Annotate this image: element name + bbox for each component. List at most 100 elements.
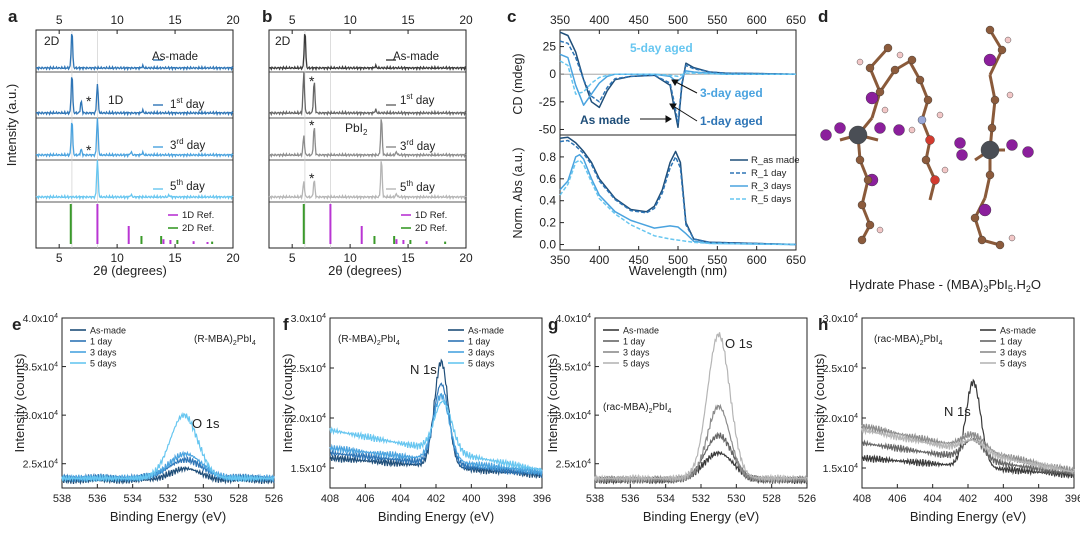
panel_e-xlabel: Binding Energy (eV) [110, 509, 226, 524]
panel-letter-e: e [12, 315, 21, 334]
panel-e-xps: 2.5x104 3.0x104 3.5x104 4.0x104 538 536 534 532… [12, 313, 283, 524]
panel_f-ylabel: Intensity (counts) [280, 354, 295, 453]
panel-letter-b: b [262, 7, 272, 26]
top-tick-label-20: 20 [226, 13, 240, 27]
panel-c-label-5day: 5-day aged [630, 41, 693, 55]
panel_h-legend-label-2: 3 days [1000, 348, 1027, 358]
panel_h-trace-1 [861, 437, 1075, 479]
c-bottom-tick-label-350: 350 [550, 253, 570, 267]
panel_g-ytick-label-0: 2.5x104 [556, 459, 592, 471]
panel_f-legend-label-0: As-made [468, 326, 504, 336]
c-top-tick-label-500: 500 [668, 13, 688, 27]
panel_g-xlabel: Binding Energy (eV) [643, 509, 759, 524]
c-top-tick-label-400: 400 [589, 13, 609, 27]
hydrogen-atom-43 [936, 111, 944, 119]
xrd-trace-3rd-day [35, 117, 234, 159]
panel-b-frame [268, 29, 467, 249]
panel-b-top-ticks: 5 10 15 20 [289, 13, 473, 34]
panel_f-legend-label-1: 1 day [468, 337, 491, 347]
panel-b-xrd: 5 10 15 20 5 10 15 20 2θ (degrees) 2D PbI2 * *… [268, 13, 473, 278]
top-tick-label-20: 20 [459, 13, 473, 27]
panel_e-xtick-label-5: 528 [229, 493, 247, 505]
panel_e-sample-title: (R-MBA)2PbI4 [194, 334, 256, 347]
panel-d-crystal-structure: Hydrate Phase - (MBA)3PbI5.H2O [820, 25, 1041, 294]
panel_g-xtick-label-4: 530 [727, 493, 745, 505]
hydrogen-atom-39 [896, 51, 904, 59]
panel-c-bottom-frame [559, 134, 797, 251]
panel_g-trace-3 [594, 332, 808, 483]
panel_g-xtick-label-6: 526 [798, 493, 816, 505]
c-bottom-ytick-label-1: 0.2 [539, 216, 556, 230]
c-top-tick-label-350: 350 [550, 13, 570, 27]
hydrogen-atom-38 [881, 106, 889, 114]
c-bottom-tick-label-550: 550 [707, 253, 727, 267]
hydrogen-atom-45 [941, 166, 949, 174]
bottom-tick-label-10: 10 [110, 251, 124, 265]
panel-b-2d-tag: 2D [275, 34, 291, 48]
carbon-atom-20 [863, 175, 873, 185]
top-tick-label-10: 10 [110, 13, 124, 27]
panel_g-xtick-label-1: 536 [621, 493, 639, 505]
c-bottom-tick-label-450: 450 [629, 253, 649, 267]
c-bottom-ytick-label-0: 0.0 [539, 238, 556, 252]
c-top-tick-label-650: 650 [786, 13, 806, 27]
panel_g-trace-2 [594, 403, 808, 485]
panel_e-ylabel: Intensity (counts) [12, 354, 27, 453]
iodine-atom-4 [874, 122, 886, 134]
c-top-ytick-label-3: -50 [539, 122, 557, 136]
panel_h-sample-title: (rac-MBA)2PbI4 [874, 334, 942, 347]
panel_f-xtick-label-3: 402 [427, 493, 445, 505]
xrd-trace-1st-day [268, 72, 467, 117]
panel-b-xlabel: 2θ (degrees) [328, 263, 402, 278]
oxygen-atom-36 [930, 175, 940, 185]
panel_e-ytick-label-3: 4.0x104 [23, 313, 59, 325]
panel-c-ylabel-top: CD (mdeg) [511, 53, 525, 114]
panel-c-ylabel-bottom: Norm. Abs (a.u.) [511, 148, 525, 239]
carbon-atom-19 [855, 155, 865, 165]
xrd-trace-as-made [35, 33, 234, 72]
panel_e-xtick-label-2: 534 [123, 493, 141, 505]
panel-a-2d-tag: 2D [44, 34, 60, 48]
panel-a-xlabel: 2θ (degrees) [93, 263, 167, 278]
carbon-atom-35 [921, 155, 931, 165]
panel-a-legend-1d: 1D Ref. [182, 210, 214, 221]
crystal-structure-illustration [820, 25, 1034, 250]
carbon-atom-30 [977, 235, 987, 245]
panel_f-trace-2 [329, 392, 543, 477]
panel_g-legend-label-1: 1 day [623, 337, 646, 347]
iodine-atom-2 [820, 129, 832, 141]
panel-b-star-1: * [309, 73, 315, 89]
bond-16 [990, 99, 997, 129]
c-bottom-tick-label-400: 400 [589, 253, 609, 267]
hydrogen-atom-46 [876, 226, 884, 234]
carbon-atom-27 [985, 25, 995, 35]
abs-trace-0 [559, 136, 797, 246]
legend-3day: R_3 days [751, 181, 791, 192]
panel-c-arrows [640, 79, 698, 123]
panel-a-traces [35, 30, 234, 248]
panel_f-peak-label: N 1s [410, 362, 437, 377]
carbon-atom-26 [997, 45, 1007, 55]
hydrogen-atom-44 [908, 126, 916, 134]
c-bottom-tick-label-500: 500 [668, 253, 688, 267]
carbon-atom-37 [915, 75, 925, 85]
panel-a-label-5th: 5th day [170, 178, 205, 193]
carbon-atom-28 [985, 170, 995, 180]
abs-trace-2 [559, 153, 797, 246]
panel-c-ticks: 350 350 400 400 450 450 500 500 550 550 600 600 650 6… [539, 13, 807, 267]
bottom-tick-label-5: 5 [56, 251, 63, 265]
carbon-atom-29 [970, 213, 980, 223]
panel_g-ytick-label-1: 3.0x104 [556, 410, 592, 422]
panel_e-trace-3 [61, 411, 275, 483]
panel-c-xlabel: Wavelength (nm) [629, 263, 728, 278]
panel-a-star-2: * [86, 142, 92, 158]
bottom-tick-label-5: 5 [289, 251, 296, 265]
panel_e-xtick-label-1: 536 [88, 493, 106, 505]
abs-trace-3 [559, 159, 797, 246]
panel-b-legend-1d: 1D Ref. [415, 210, 447, 221]
panel_f-trace-0 [329, 358, 543, 479]
iodine-atom-3 [834, 122, 846, 134]
bond-4 [868, 67, 882, 93]
iodine-atom-13 [978, 203, 992, 217]
